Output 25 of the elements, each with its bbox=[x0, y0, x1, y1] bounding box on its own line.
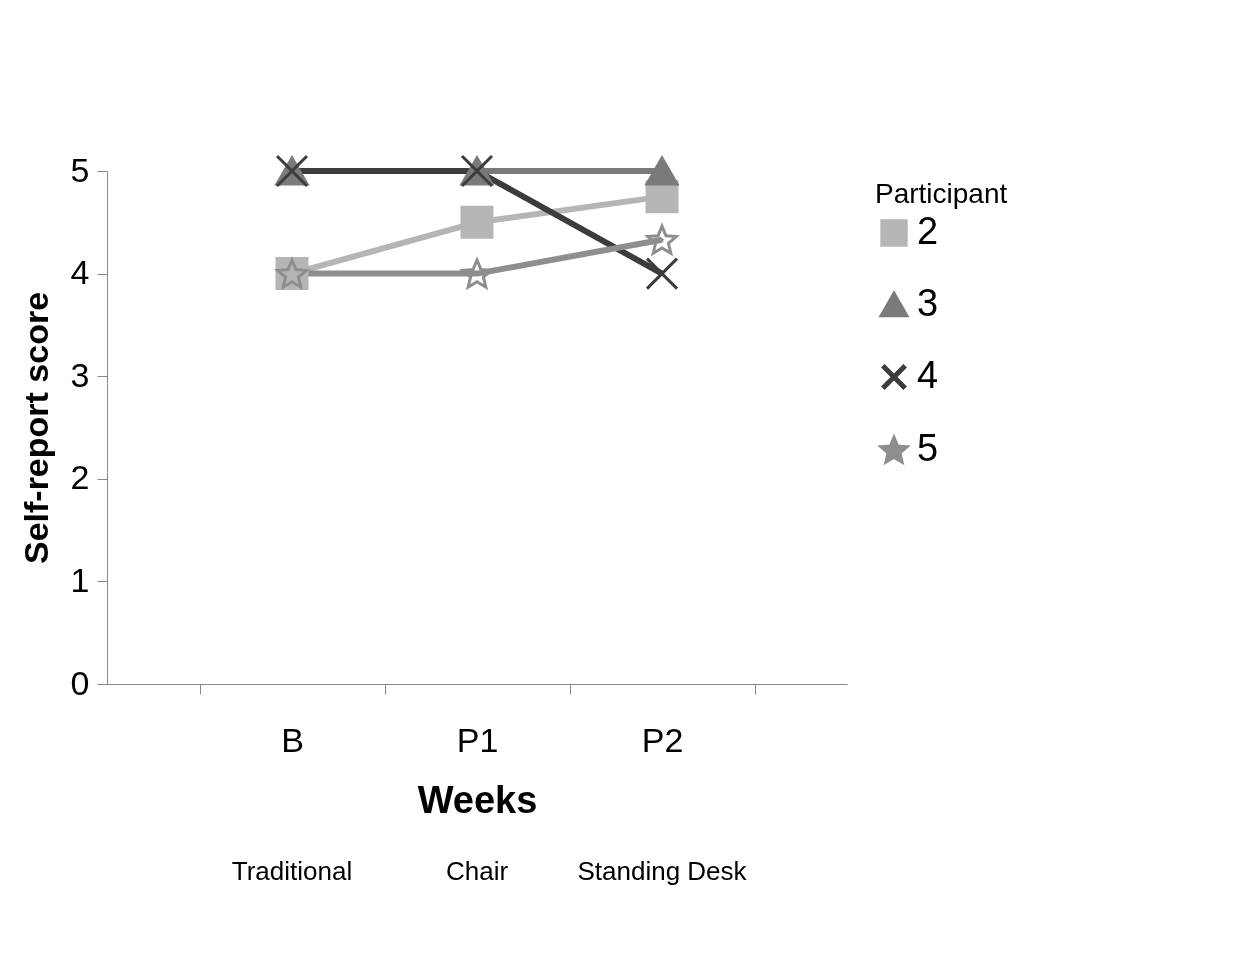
text: Chair bbox=[445, 856, 509, 886]
point bbox=[644, 222, 680, 257]
y-tick-label: 0 bbox=[70, 663, 90, 702]
y-tick-label: 1 bbox=[70, 560, 90, 599]
point bbox=[645, 257, 679, 291]
y-tick-label: 4 bbox=[70, 253, 90, 292]
point bbox=[460, 205, 494, 239]
x-tick-label: P2 bbox=[641, 720, 684, 759]
point bbox=[459, 256, 493, 290]
y-axis-title: Self-report score bbox=[16, 291, 55, 565]
legend-title: Participant bbox=[875, 178, 1008, 209]
legend-label: 3 bbox=[917, 282, 939, 324]
point bbox=[645, 180, 679, 214]
point bbox=[645, 156, 679, 186]
y-tick-label: 2 bbox=[70, 458, 90, 497]
x-tick-label: B bbox=[281, 720, 304, 759]
legend-label: 2 bbox=[917, 210, 939, 252]
legend-label: 5 bbox=[917, 427, 939, 469]
x-tick-label: P1 bbox=[456, 720, 499, 759]
text: Traditional bbox=[231, 856, 353, 886]
y-tick-label: 5 bbox=[70, 150, 90, 189]
text: Standing Desk bbox=[577, 856, 748, 886]
x-axis-title: Weeks bbox=[417, 778, 538, 821]
y-tick-label: 3 bbox=[70, 355, 90, 394]
legend-label: 4 bbox=[917, 354, 939, 396]
